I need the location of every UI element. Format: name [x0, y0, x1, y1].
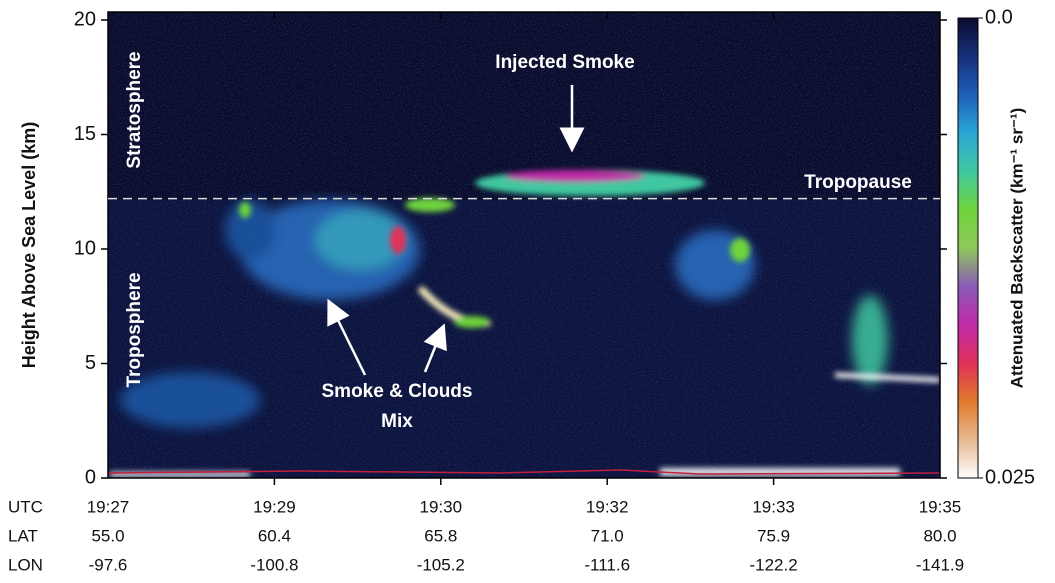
annotation: Stratosphere	[124, 51, 145, 168]
colorbar-label: Attenuated Backscatter (km⁻¹ sr⁻¹)	[1007, 108, 1026, 389]
y-tick-label: 15	[74, 123, 96, 145]
x-tick-label: -122.2	[749, 555, 797, 574]
backscatter-field	[108, 12, 940, 478]
x-tick-label: -100.8	[250, 555, 298, 574]
x-tick-label: -105.2	[417, 555, 465, 574]
y-tick-label: 0	[85, 466, 96, 488]
y-axis-label: Height Above Sea Level (km)	[19, 122, 39, 368]
x-tick-label: -97.6	[89, 555, 128, 574]
row-label: UTC	[8, 497, 43, 516]
row-label: LAT	[8, 526, 38, 545]
y-tick-label: 5	[85, 352, 96, 374]
colorbar-tick-label: 0.025	[985, 466, 1035, 488]
colorbar	[958, 18, 978, 478]
annotation: Smoke & Clouds	[322, 381, 473, 402]
colorbar-tick-label: 0.0	[985, 6, 1013, 28]
annotation: Mix	[381, 411, 413, 432]
row-label: LON	[8, 555, 43, 574]
x-tick-label: 55.0	[91, 526, 124, 545]
chart: Injected Smoke Tropopause Smoke & Clouds…	[0, 0, 1055, 578]
x-tick-label: 19:30	[420, 497, 463, 516]
x-tick-label: 19:32	[586, 497, 629, 516]
x-tick-label: -141.9	[916, 555, 964, 574]
x-tick-label: 65.8	[424, 526, 457, 545]
annotation: Tropopause	[804, 172, 912, 193]
y-tick-label: 10	[74, 237, 96, 259]
x-tick-label: 80.0	[923, 526, 956, 545]
x-tick-label: 71.0	[591, 526, 624, 545]
x-tick-label: 60.4	[258, 526, 291, 545]
annotation: Troposphere	[124, 272, 145, 387]
x-tick-label: 19:35	[919, 497, 962, 516]
x-tick-label: 75.9	[757, 526, 790, 545]
x-tick-label: 19:27	[87, 497, 130, 516]
y-tick-label: 20	[74, 8, 96, 30]
x-tick-label: 19:29	[253, 497, 296, 516]
x-tick-label: -111.6	[584, 555, 630, 574]
annotation: Injected Smoke	[495, 52, 634, 73]
x-tick-label: 19:33	[752, 497, 795, 516]
